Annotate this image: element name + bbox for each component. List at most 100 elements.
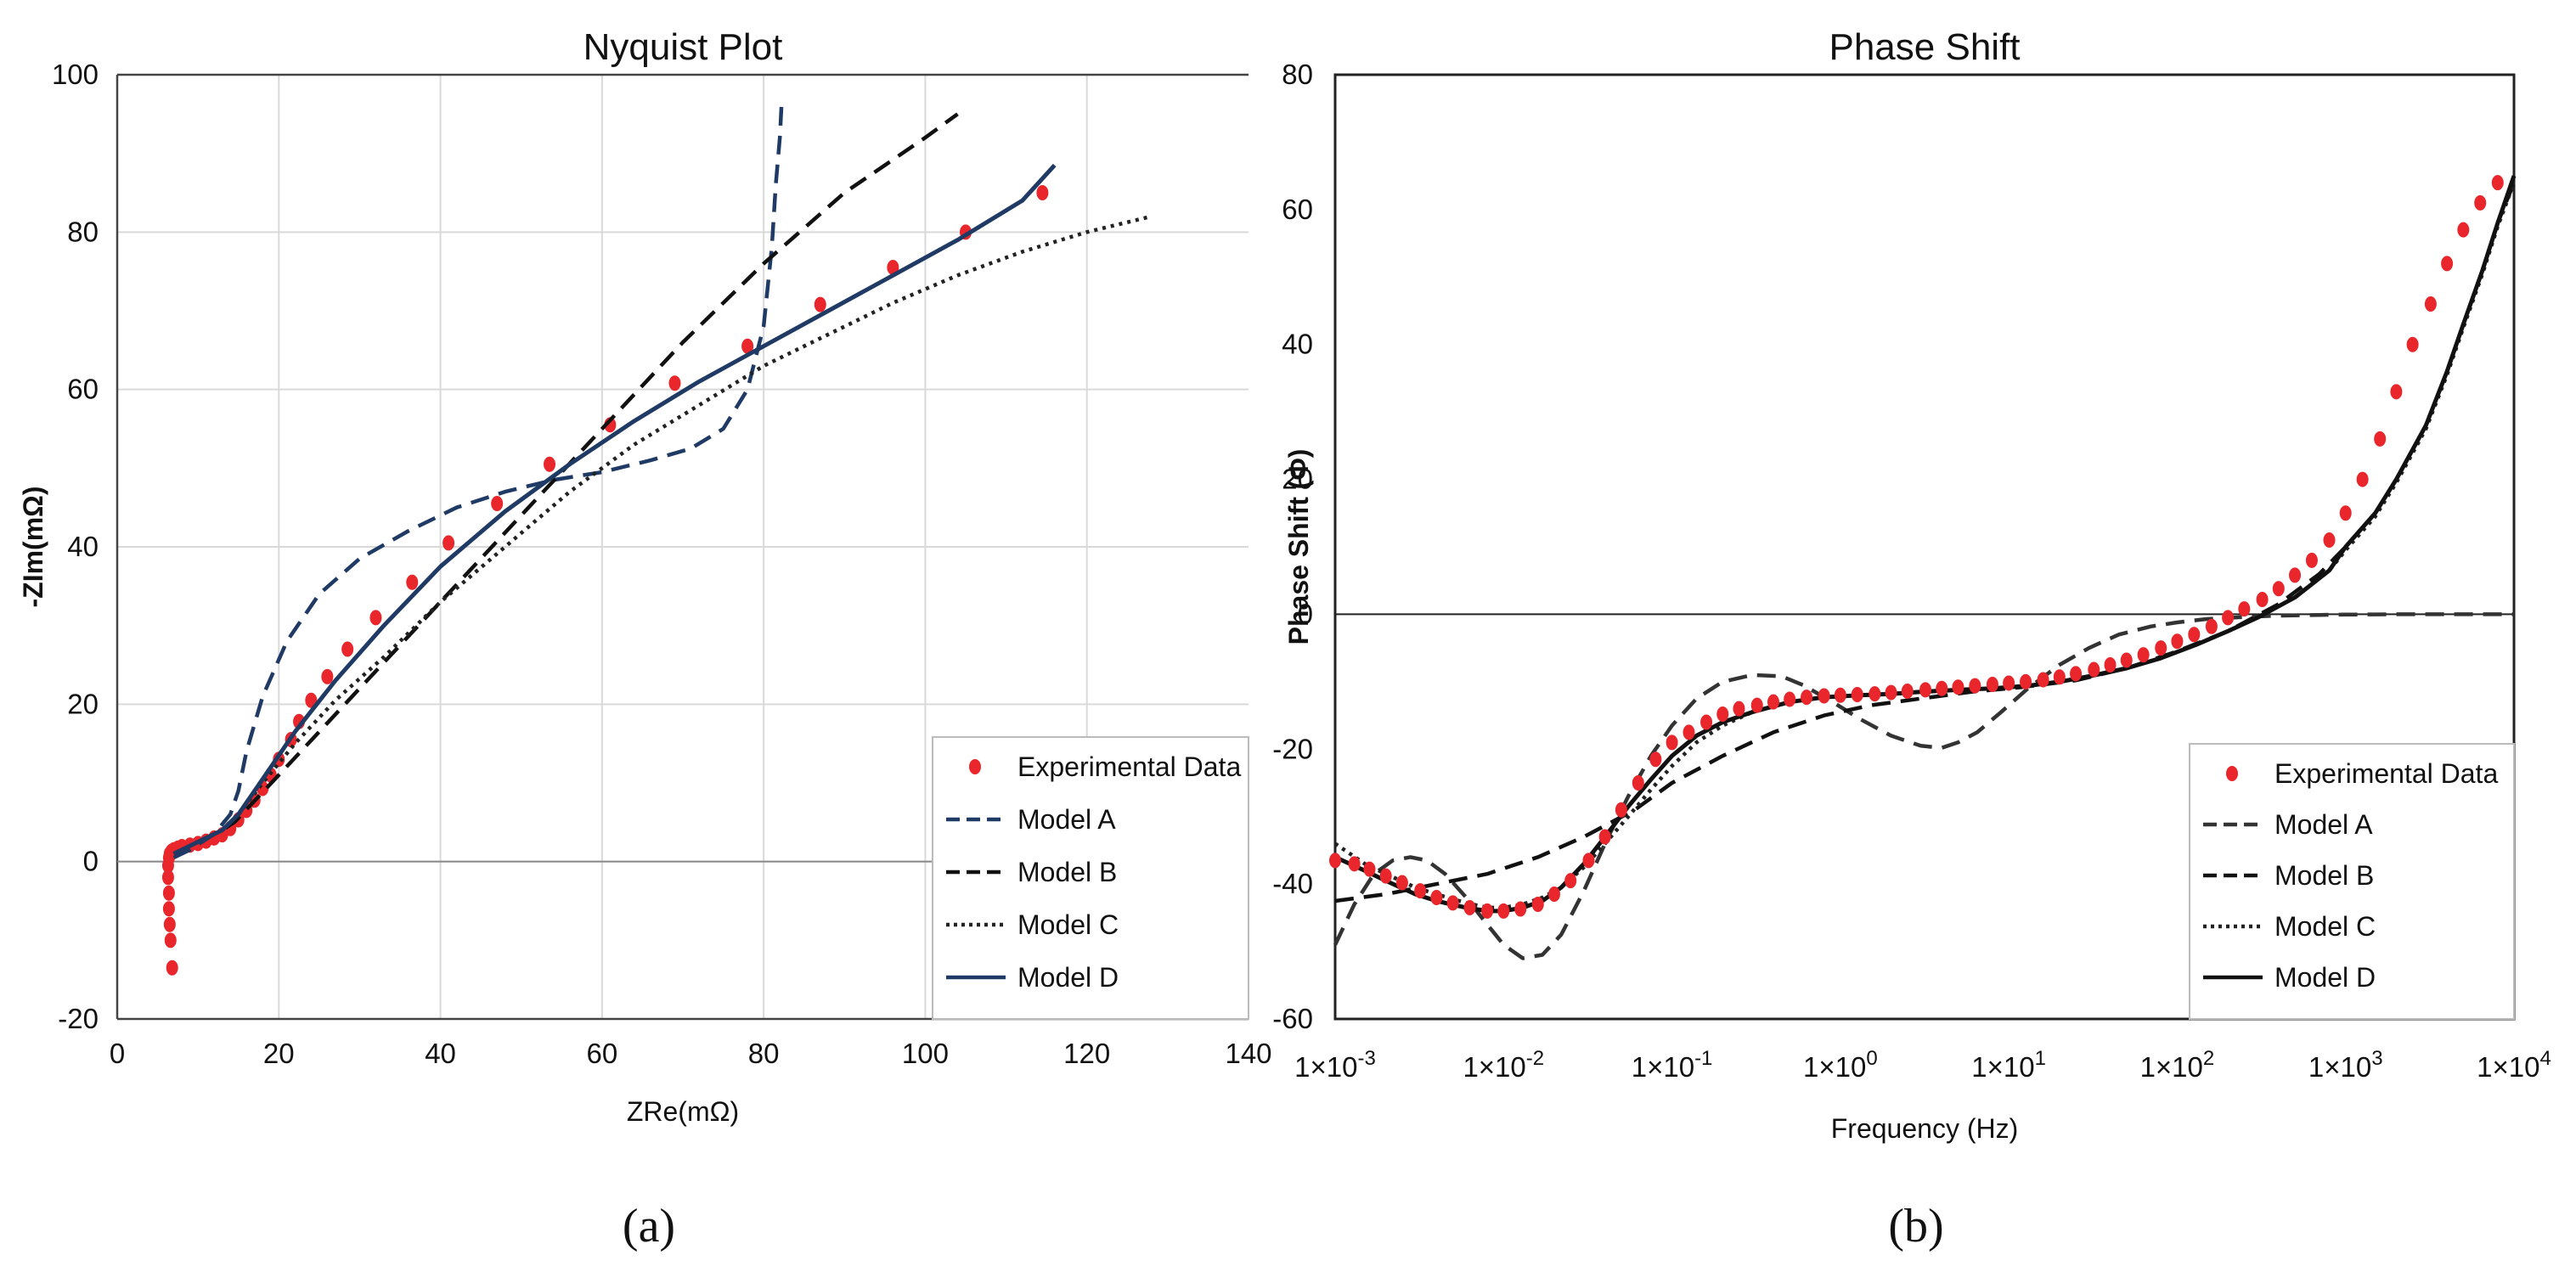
phase-experimental-data-point <box>2137 647 2150 663</box>
phase-legend: Experimental Data Model A Model B Model C Mo… <box>2189 743 2515 1020</box>
phase-experimental-data-point <box>1666 734 1678 751</box>
phase-experimental-data-point <box>1363 861 1376 877</box>
phase-experimental-data-point <box>2171 633 2184 650</box>
phase-x-tick-label: 1×100 <box>1803 1047 1878 1083</box>
nyquist-experimental-data-point <box>1036 185 1049 200</box>
phase-legend-box <box>2189 743 2515 1020</box>
phase-experimental-data-point <box>2457 222 2470 238</box>
nyquist-x-tick-label: 100 <box>902 1038 949 1069</box>
nyquist-experimental-data-point <box>161 870 174 886</box>
phase-experimental-data-point <box>1497 903 1510 919</box>
phase-experimental-data-point <box>2222 610 2235 626</box>
phase-experimental-data-point <box>1986 677 1998 693</box>
nyquist-y-tick-label: 40 <box>67 531 99 562</box>
nyquist-model-d-line <box>172 163 1057 856</box>
phase-experimental-data-point <box>1767 694 1779 710</box>
phase-legend-label: Experimental Data <box>2274 758 2498 789</box>
phase-x-tick-exponent: -3 <box>1358 1047 1376 1070</box>
nyquist-experimental-data-point <box>814 296 826 312</box>
phase-experimental-data-point <box>1615 802 1627 818</box>
nyquist-series <box>161 105 1153 976</box>
phase-x-tick-label: 1×104 <box>2477 1047 2551 1083</box>
phase-experimental-data-point <box>2406 336 2419 352</box>
nyquist-experimental-data-point <box>163 916 176 932</box>
nyquist-x-axis-label: ZRe(mΩ) <box>627 1096 739 1127</box>
nyquist-experimental-data-point <box>668 375 681 391</box>
phase-legend-label: Model D <box>2274 962 2376 993</box>
phase-x-tick-exponent: -2 <box>1526 1047 1544 1070</box>
nyquist-legend: Experimental Data Model A Model B Model C Mo… <box>932 736 1249 1020</box>
nyquist-y-tick-label: 20 <box>67 688 99 719</box>
nyquist-experimental-data-point <box>166 960 178 976</box>
phase-experimental-data-point <box>2256 591 2269 607</box>
phase-experimental-data-point <box>2205 618 2218 634</box>
phase-x-tick-label: 1×103 <box>2308 1047 2383 1083</box>
phase-x-tick-exponent: 1 <box>2035 1047 2046 1070</box>
phase-experimental-data-point <box>1834 687 1846 703</box>
phase-shift-title: Phase Shift <box>1829 26 2020 68</box>
nyquist-legend-label: Model D <box>1017 962 1119 993</box>
phase-experimental-data-point <box>2339 505 2352 521</box>
phase-legend-label: Model B <box>2274 860 2374 891</box>
phase-y-tick-label: 80 <box>1282 59 1313 90</box>
phase-experimental-data-point <box>1716 706 1729 722</box>
phase-experimental-data-point <box>2356 471 2369 487</box>
phase-y-axis-label: Phase Shift (Φ) <box>1283 449 1314 645</box>
phase-legend-label: Model A <box>2274 809 2373 840</box>
nyquist-experimental-data-point <box>406 574 419 590</box>
phase-experimental-data-point <box>2088 661 2100 678</box>
nyquist-y-tick-label: 0 <box>83 846 99 877</box>
nyquist-y-tick-label: -20 <box>58 1003 99 1034</box>
nyquist-experimental-data-point <box>741 338 754 354</box>
phase-experimental-data-point <box>1414 883 1427 899</box>
phase-experimental-data-point <box>2070 666 2083 682</box>
nyquist-x-tick-label: 60 <box>586 1038 617 1069</box>
phase-experimental-data-point <box>1395 875 1408 891</box>
phase-experimental-data-point <box>1531 896 1544 912</box>
phase-experimental-data-point <box>1649 751 1662 768</box>
phase-experimental-data-point <box>1784 691 1796 707</box>
phase-shift-panel: Phase Shift Frequency (Hz) Phase Shift (… <box>1272 26 2551 1144</box>
nyquist-legend-marker-experimental-data <box>969 759 981 774</box>
phase-experimental-data-point <box>2289 567 2302 583</box>
phase-experimental-data-point <box>2238 601 2251 617</box>
phase-y-tick-label: -40 <box>1272 868 1313 899</box>
phase-experimental-data-point <box>2323 532 2336 549</box>
phase-experimental-data-point <box>1430 890 1443 906</box>
nyquist-y-tick-label: 100 <box>52 59 99 90</box>
phase-experimental-data-point <box>1801 689 1813 706</box>
phase-experimental-data-point <box>2003 675 2015 691</box>
phase-experimental-data-point <box>2104 657 2117 673</box>
phase-legend-label: Model C <box>2274 911 2376 942</box>
phase-experimental-data-point <box>1919 682 1932 698</box>
phase-experimental-data-point <box>1818 688 1830 704</box>
nyquist-experimental-data-point <box>341 641 354 657</box>
phase-experimental-data-point <box>2272 581 2285 597</box>
nyquist-x-tick-label: 120 <box>1063 1038 1110 1069</box>
phase-experimental-data-point <box>1514 901 1527 917</box>
phase-experimental-data-point <box>2120 652 2133 668</box>
phase-experimental-data-point <box>1582 853 1595 869</box>
phase-experimental-data-point <box>1885 684 1897 701</box>
phase-series <box>1329 175 2517 960</box>
nyquist-experimental-data-point <box>305 692 318 708</box>
phase-experimental-data-point <box>2188 627 2201 643</box>
phase-experimental-data-point <box>2424 296 2437 312</box>
phase-experimental-data-point <box>1733 701 1745 717</box>
phase-y-tick-label: -20 <box>1272 733 1313 764</box>
phase-x-tick-exponent: 3 <box>2371 1047 2382 1070</box>
phase-experimental-data-point <box>1481 903 1494 919</box>
phase-experimental-data-point <box>1547 886 1560 903</box>
phase-x-tick-label: 1×10-1 <box>1632 1047 1713 1083</box>
phase-experimental-data-point <box>2441 256 2454 272</box>
phase-y-tick-label: 0 <box>1298 598 1313 629</box>
panel-label-b: (b) <box>1888 1200 1943 1252</box>
nyquist-experimental-data-point <box>887 260 899 276</box>
nyquist-legend-box <box>932 736 1249 1020</box>
phase-legend-marker-experimental-data <box>2226 766 2238 781</box>
phase-experimental-data-point <box>1750 697 1763 713</box>
nyquist-x-tick-label: 20 <box>263 1038 295 1069</box>
phase-experimental-data-point <box>2037 672 2049 688</box>
phase-y-tick-label: 60 <box>1282 194 1313 225</box>
